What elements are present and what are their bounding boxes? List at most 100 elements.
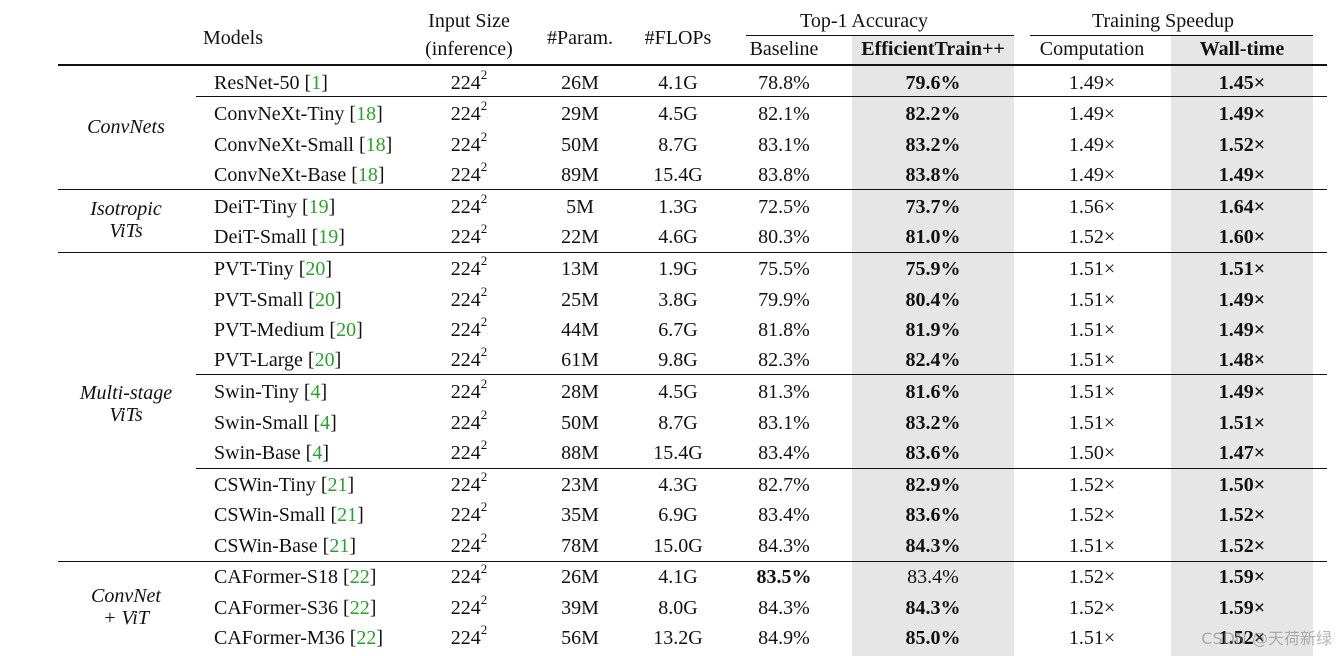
citation-link[interactable]: 4	[320, 412, 331, 434]
baseline-accuracy: 83.1%	[758, 134, 810, 156]
input-size: 2242	[451, 408, 488, 434]
input-size-exponent: 2	[480, 376, 488, 392]
efficienttrain-accuracy: 83.2%	[905, 412, 961, 434]
param-count: 26M	[561, 566, 599, 588]
input-size-base: 224	[450, 597, 481, 619]
citation-link[interactable]: 18	[356, 103, 377, 125]
citation-link[interactable]: 22	[356, 627, 377, 649]
input-size: 2242	[451, 99, 488, 125]
citation-link[interactable]: 4	[312, 442, 323, 464]
citation-link[interactable]: 22	[349, 566, 370, 588]
efficienttrain-accuracy: 83.8%	[905, 164, 961, 186]
header-input-size: Input Size	[428, 10, 510, 32]
header-computation: Computation	[1039, 38, 1145, 60]
param-count: 50M	[561, 412, 599, 434]
citation-link[interactable]: 21	[327, 474, 348, 496]
citation-link[interactable]: 20	[305, 258, 326, 280]
computation-speedup: 1.51×	[1068, 381, 1116, 403]
baseline-accuracy: 84.9%	[758, 627, 810, 649]
input-size: 2242	[451, 500, 488, 526]
model-label: PVT-Medium	[214, 319, 325, 341]
computation-speedup: 1.50×	[1068, 442, 1116, 464]
efficienttrain-accuracy: 84.3%	[905, 535, 961, 557]
baseline-accuracy: 82.1%	[758, 103, 810, 125]
flops-value: 8.0G	[658, 597, 698, 619]
efficienttrain-accuracy: 75.9%	[905, 258, 961, 280]
model-name: ConvNeXt-Tiny [18]	[214, 103, 383, 125]
model-label: PVT-Small	[214, 289, 304, 311]
model-label: CSWin-Tiny	[214, 474, 316, 496]
header-walltime: Wall-time	[1199, 38, 1285, 60]
efficienttrain-accuracy: 81.9%	[905, 319, 961, 341]
group-label-convnet-vit: ConvNet + ViT	[91, 585, 161, 629]
baseline-accuracy: 83.1%	[758, 412, 810, 434]
citation-link[interactable]: 20	[314, 289, 335, 311]
model-label: ConvNeXt-Small	[214, 134, 354, 156]
computation-speedup: 1.51×	[1068, 535, 1116, 557]
citation-link[interactable]: 21	[337, 504, 358, 526]
computation-speedup: 1.49×	[1068, 134, 1116, 156]
walltime-speedup: 1.52×	[1218, 535, 1266, 557]
model-name: CSWin-Small [21]	[214, 504, 364, 526]
efficienttrain-accuracy: 82.2%	[905, 103, 961, 125]
walltime-speedup: 1.59×	[1218, 597, 1266, 619]
header-efficienttrain: EfficientTrain++	[861, 38, 1005, 60]
input-size-base: 224	[450, 349, 481, 371]
citation-link[interactable]: 19	[308, 196, 329, 218]
efficienttrain-accuracy: 83.4%	[907, 566, 959, 588]
computation-speedup: 1.51×	[1068, 289, 1116, 311]
input-size-exponent: 2	[480, 622, 488, 638]
walltime-speedup: 1.52×	[1218, 134, 1266, 156]
computation-speedup: 1.56×	[1068, 196, 1116, 218]
walltime-speedup: 1.49×	[1218, 319, 1266, 341]
baseline-accuracy: 81.8%	[758, 319, 810, 341]
model-name: ConvNeXt-Small [18]	[214, 134, 393, 156]
input-size-exponent: 2	[480, 437, 488, 453]
input-size: 2242	[451, 377, 488, 403]
speedup-underline	[1030, 35, 1313, 36]
param-count: 44M	[561, 319, 599, 341]
computation-speedup: 1.52×	[1068, 566, 1116, 588]
efficienttrain-accuracy: 83.6%	[905, 442, 961, 464]
model-name: PVT-Medium [20]	[214, 319, 363, 341]
citation-link[interactable]: 20	[314, 349, 335, 371]
input-size-base: 224	[450, 289, 481, 311]
walltime-speedup: 1.60×	[1218, 226, 1266, 248]
input-size-exponent: 2	[480, 530, 488, 546]
param-count: 13M	[561, 258, 599, 280]
computation-speedup: 1.52×	[1068, 226, 1116, 248]
citation-link[interactable]: 20	[336, 319, 357, 341]
input-size-exponent: 2	[480, 469, 488, 485]
citation-link[interactable]: 18	[357, 164, 378, 186]
flops-value: 13.2G	[653, 627, 703, 649]
param-count: 88M	[561, 442, 599, 464]
efficienttrain-accuracy: 82.4%	[905, 349, 961, 371]
efficienttrain-accuracy: 84.3%	[905, 597, 961, 619]
flops-value: 8.7G	[658, 134, 698, 156]
flops-value: 1.3G	[658, 196, 698, 218]
flops-value: 3.8G	[658, 289, 698, 311]
baseline-accuracy: 83.8%	[758, 164, 810, 186]
model-name: CAFormer-M36 [22]	[214, 627, 384, 649]
citation-link[interactable]: 22	[349, 597, 370, 619]
model-name: DeiT-Small [19]	[214, 226, 345, 248]
citation-link[interactable]: 19	[318, 226, 339, 248]
input-size-exponent: 2	[480, 253, 488, 269]
group-label-multistage-vits: Multi-stage ViTs	[79, 382, 173, 426]
citation-link[interactable]: 4	[310, 381, 321, 403]
param-count: 28M	[561, 381, 599, 403]
citation-link[interactable]: 21	[329, 535, 350, 557]
computation-speedup: 1.49×	[1068, 72, 1116, 94]
baseline-accuracy: 82.7%	[758, 474, 810, 496]
param-count: 22M	[561, 226, 599, 248]
flops-value: 4.1G	[658, 72, 698, 94]
walltime-speedup: 1.51×	[1218, 258, 1266, 280]
computation-speedup: 1.51×	[1068, 258, 1116, 280]
citation-link[interactable]: 1	[311, 72, 322, 94]
citation-link[interactable]: 18	[365, 134, 386, 156]
flops-value: 4.3G	[658, 474, 698, 496]
model-name: PVT-Small [20]	[214, 289, 342, 311]
input-size-exponent: 2	[480, 561, 488, 577]
computation-speedup: 1.52×	[1068, 504, 1116, 526]
model-name: DeiT-Tiny [19]	[214, 196, 336, 218]
